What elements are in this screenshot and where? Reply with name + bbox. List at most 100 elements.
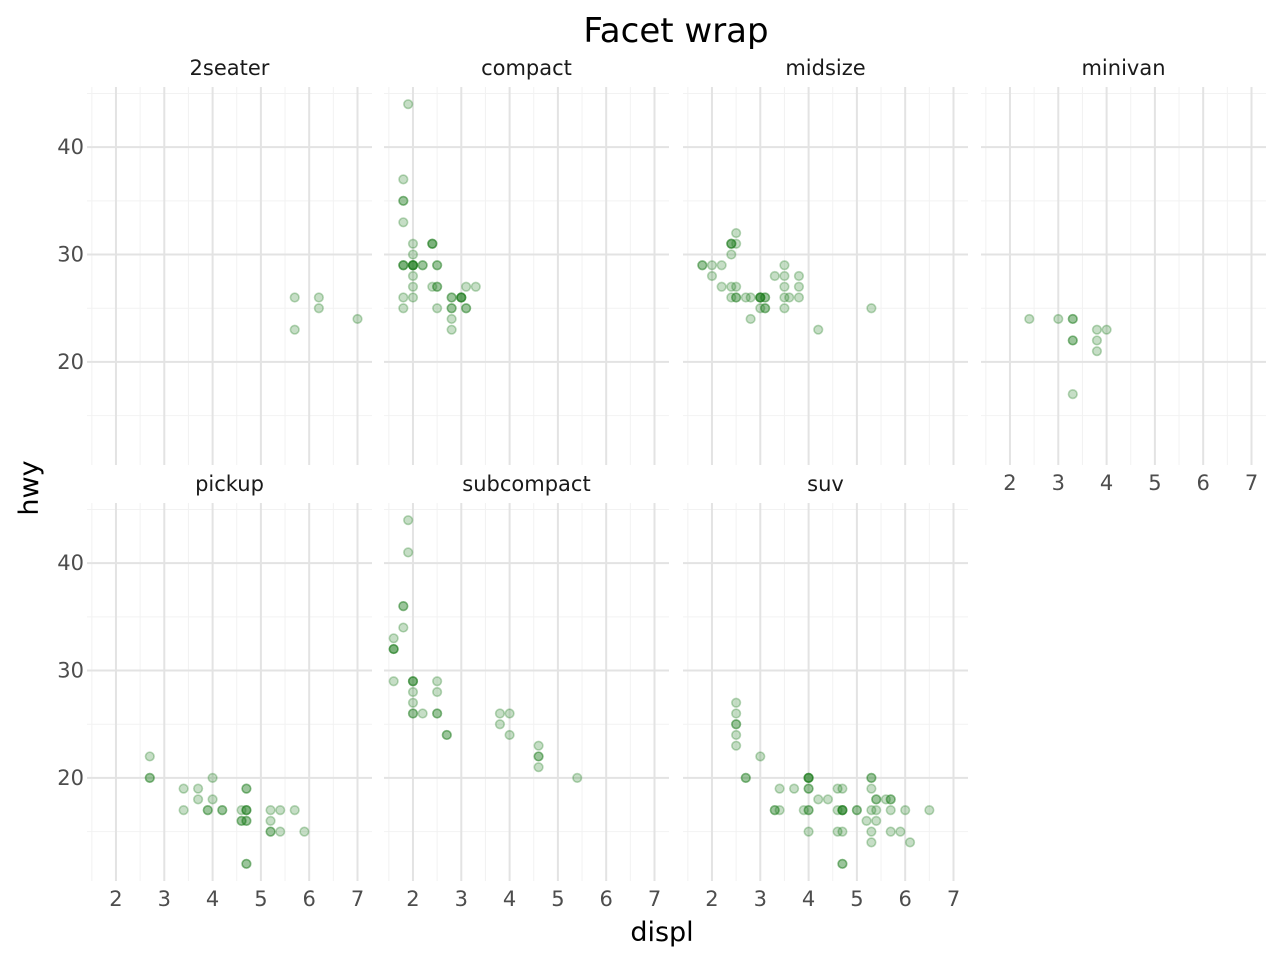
data-point [779, 260, 790, 271]
data-point [904, 837, 916, 848]
x-tick-label: 6 [600, 887, 613, 911]
data-point [193, 783, 204, 794]
data-point [407, 708, 419, 719]
data-point [866, 772, 877, 784]
data-point [706, 270, 718, 282]
data-point [885, 826, 896, 837]
data-point [740, 772, 751, 784]
data-point [241, 858, 252, 869]
x-tick-label: 2 [1003, 471, 1016, 495]
x-tick-label: 4 [1100, 471, 1113, 495]
facet-panel-minivan: minivan 2 3 4 5 6 7 [981, 56, 1266, 495]
data-point [398, 600, 409, 612]
data-point [456, 292, 467, 303]
x-tick-label: 4 [206, 887, 219, 911]
data-point [178, 783, 189, 794]
data-point [241, 815, 252, 826]
data-point [217, 805, 228, 816]
data-point [407, 676, 419, 687]
data-point [144, 772, 155, 784]
data-point [1067, 313, 1078, 325]
data-point [755, 751, 766, 762]
data-point [871, 794, 882, 805]
data-point [461, 303, 472, 314]
data-point [504, 729, 515, 741]
data-point [241, 805, 252, 816]
data-point [837, 805, 848, 816]
data-point [745, 292, 756, 303]
data-point [1101, 324, 1112, 335]
data-point [275, 826, 286, 837]
data-point [760, 303, 771, 314]
data-point [755, 292, 766, 303]
data-point [407, 249, 419, 260]
data-point [407, 281, 419, 292]
x-tick-label: 7 [947, 887, 960, 911]
data-point [726, 238, 737, 249]
data-point [866, 837, 877, 848]
data-point [851, 805, 862, 816]
data-point [1067, 335, 1078, 346]
x-tick-label: 7 [648, 887, 661, 911]
data-point [533, 751, 544, 762]
data-point [726, 292, 737, 303]
data-point [432, 303, 443, 314]
y-tick-label: 40 [57, 135, 84, 159]
data-point [813, 794, 824, 805]
facet-panel-compact: compact [384, 56, 669, 465]
data-point [241, 805, 252, 816]
data-point [803, 783, 814, 794]
data-point [241, 783, 252, 794]
data-point [779, 303, 790, 314]
facet-strip-label: suv [807, 472, 844, 496]
data-point [446, 313, 457, 325]
data-point [461, 281, 472, 292]
data-point [731, 292, 742, 303]
data-point [432, 281, 443, 292]
data-point [1067, 389, 1078, 400]
y-tick-label: 30 [57, 659, 84, 683]
data-point [504, 708, 515, 719]
data-point [572, 772, 583, 784]
facet-panel-subcompact: subcompact 2 3 4 5 6 7 [384, 472, 669, 911]
data-point [803, 772, 814, 784]
data-point [407, 238, 419, 249]
data-point [533, 751, 544, 762]
data-point [731, 740, 742, 751]
data-point [731, 238, 742, 249]
data-point [885, 794, 896, 805]
data-point [731, 292, 742, 303]
data-point [533, 740, 544, 751]
data-point [803, 805, 814, 816]
data-point [837, 858, 848, 869]
data-point [417, 708, 428, 719]
data-point [726, 281, 737, 292]
data-point [446, 324, 457, 335]
y-tick-label: 20 [57, 766, 84, 790]
data-point [861, 815, 872, 826]
data-point [740, 292, 751, 303]
data-point [407, 260, 419, 271]
data-point [1067, 335, 1078, 346]
x-tick-label: 4 [503, 887, 516, 911]
data-point [432, 708, 443, 719]
data-point [726, 249, 737, 260]
data-point [241, 783, 252, 794]
data-point [289, 805, 300, 816]
data-point [407, 686, 419, 698]
data-point [407, 260, 419, 271]
data-point [784, 292, 795, 303]
data-point [866, 826, 877, 837]
data-point [760, 292, 771, 303]
data-point [798, 805, 809, 816]
data-point [851, 805, 862, 816]
data-point [207, 794, 218, 805]
data-point [407, 708, 419, 719]
data-point [193, 794, 204, 805]
data-point [837, 805, 848, 816]
x-tick-label: 3 [455, 887, 468, 911]
data-point [398, 600, 409, 612]
x-tick-label: 5 [551, 887, 564, 911]
data-point [731, 697, 742, 708]
data-point [446, 303, 457, 314]
